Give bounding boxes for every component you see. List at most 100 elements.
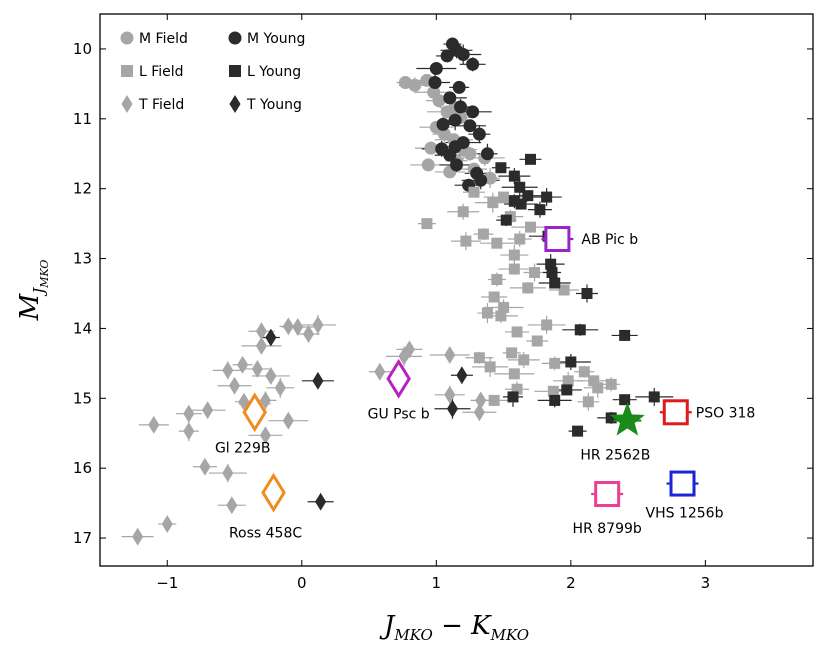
- vhs-1256b-marker: [669, 470, 696, 497]
- m-young-point: [429, 62, 443, 76]
- x-tick-label: −1: [156, 574, 178, 592]
- t-field-point: [265, 366, 277, 385]
- l-young-point: [561, 384, 573, 396]
- pso-318-label: PSO 318: [696, 405, 756, 421]
- plot-frame: [99, 13, 814, 567]
- m-young-point: [450, 158, 463, 172]
- t-field-point: [292, 318, 304, 336]
- x-tick-label: 3: [701, 574, 711, 592]
- m-young-point: [443, 91, 457, 105]
- m-field-legend-marker: [120, 31, 134, 45]
- l-field-legend-label: L Field: [139, 64, 184, 80]
- t-young-point: [312, 371, 324, 390]
- gl-229b-label: Gl 229B: [215, 440, 271, 456]
- t-field-point: [312, 315, 324, 334]
- data-points: [132, 37, 660, 546]
- l-field-point: [491, 274, 503, 286]
- m-young-point: [480, 147, 494, 161]
- y-tick-label: 11: [73, 110, 92, 128]
- t-field-point: [183, 422, 195, 441]
- y-tick-label: 10: [73, 40, 92, 58]
- l-young-point: [507, 391, 519, 403]
- l-young-point: [581, 287, 593, 299]
- l-young-point: [541, 191, 553, 203]
- l-field-point: [592, 382, 604, 394]
- y-axis-title: MJMKO: [15, 260, 51, 322]
- t-field-point: [374, 362, 386, 381]
- y-tick-label: 16: [73, 459, 92, 477]
- l-field-point: [491, 237, 503, 249]
- t-field-point: [183, 404, 195, 423]
- t-field-point: [202, 401, 214, 420]
- l-field-point: [582, 396, 594, 408]
- l-young-point: [522, 190, 534, 202]
- t-field-point: [148, 415, 160, 434]
- ab-pic-b-marker: [544, 225, 571, 252]
- l-young-point: [619, 329, 631, 341]
- t-field-point: [226, 496, 238, 515]
- l-field-point: [457, 206, 469, 218]
- t-field-point: [259, 391, 272, 410]
- t-field-point: [255, 336, 267, 355]
- m-young-point: [463, 119, 477, 133]
- hr-8799b-marker: [594, 481, 621, 508]
- l-field-point: [495, 310, 507, 322]
- t-field-point: [161, 515, 173, 534]
- y-tick-label: 13: [73, 250, 92, 268]
- ab-pic-b-label: AB Pic b: [581, 232, 638, 248]
- t-field-point: [251, 360, 263, 378]
- l-field-point: [477, 228, 489, 240]
- l-field-point: [511, 326, 523, 338]
- t-field-point: [222, 464, 234, 483]
- l-young-point: [500, 214, 512, 226]
- m-young-point: [466, 105, 480, 119]
- l-young-point: [495, 162, 507, 174]
- l-field-point: [481, 307, 493, 319]
- t-young-point: [446, 399, 459, 418]
- l-young-point: [534, 204, 546, 216]
- t-field-point: [282, 411, 294, 430]
- hr-2562b-marker: [609, 402, 645, 436]
- l-field-point: [468, 186, 480, 198]
- hr-2562b-label: HR 2562B: [580, 448, 650, 464]
- t-field-point: [444, 346, 456, 364]
- t-field-point: [255, 322, 267, 341]
- l-field-point: [547, 385, 559, 397]
- m-young-point: [474, 173, 488, 187]
- t-field-legend-label: T Field: [138, 97, 184, 113]
- t-field-point: [237, 355, 249, 374]
- l-field-point: [524, 221, 536, 233]
- l-field-point: [506, 347, 518, 359]
- l-field-point: [421, 218, 433, 230]
- l-young-point: [549, 394, 561, 406]
- vhs-1256b-label: VHS 1256b: [646, 506, 724, 522]
- l-field-point: [487, 197, 499, 209]
- m-young-point: [443, 148, 457, 162]
- legend: M Field L Field T Field M Young L Young T You…: [120, 31, 305, 113]
- l-field-point: [529, 267, 541, 279]
- t-field-point: [274, 378, 286, 397]
- l-field-point: [473, 352, 485, 364]
- t-field-point: [199, 457, 211, 476]
- t-young-point: [265, 328, 277, 347]
- l-field-point: [484, 361, 496, 373]
- t-field-point: [132, 527, 144, 546]
- l-field-point: [522, 282, 534, 294]
- y-tick-label: 12: [73, 180, 92, 198]
- m-young-point: [452, 80, 466, 94]
- l-young-point: [514, 181, 526, 193]
- l-field-point: [605, 378, 617, 390]
- x-tick-label: 2: [566, 574, 576, 592]
- l-field-point: [498, 191, 510, 203]
- l-young-legend-marker: [229, 65, 241, 77]
- l-young-point: [546, 267, 558, 279]
- l-field-legend-marker: [121, 65, 133, 77]
- x-tick-label: 0: [297, 574, 307, 592]
- l-field-point: [508, 368, 520, 380]
- m-young-legend-label: M Young: [247, 31, 305, 47]
- m-field-legend-label: M Field: [139, 31, 188, 47]
- y-tick-label: 14: [73, 319, 92, 337]
- m-field-point: [432, 94, 446, 108]
